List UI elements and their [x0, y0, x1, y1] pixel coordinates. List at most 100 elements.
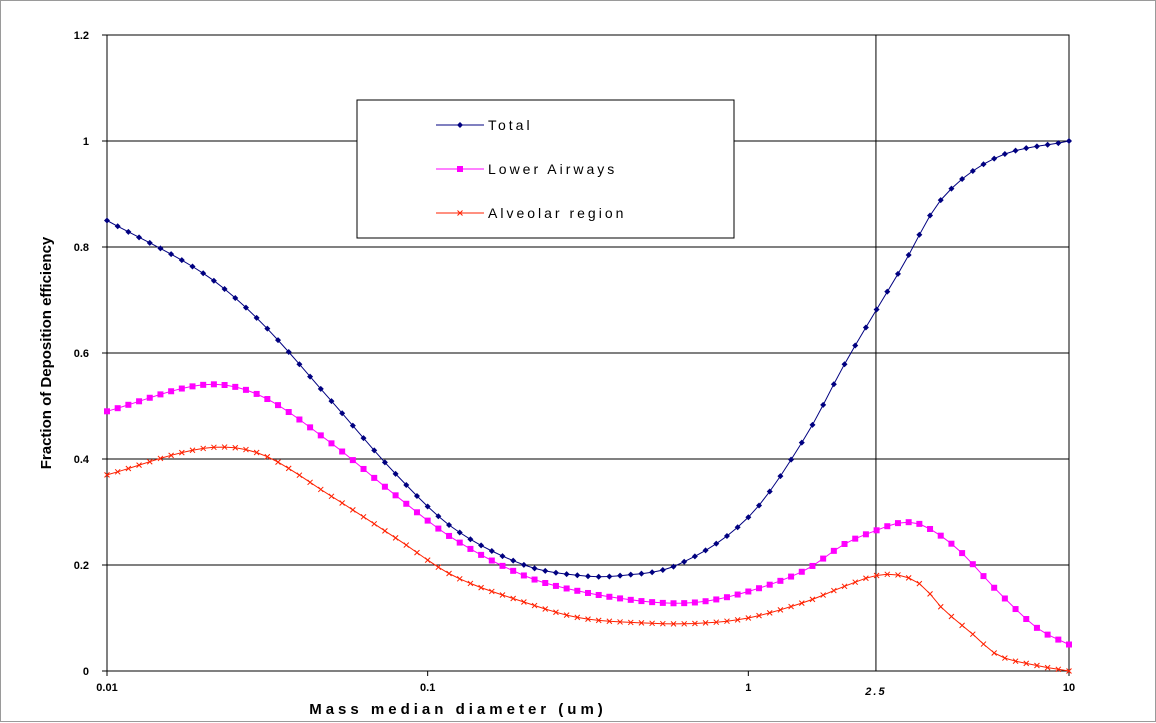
data-point [649, 569, 656, 576]
data-point [200, 381, 207, 388]
data-point [969, 631, 976, 638]
series-lower-airways [104, 381, 1072, 648]
data-point [413, 493, 420, 500]
data-point [606, 618, 613, 625]
data-point [841, 540, 848, 547]
data-point [659, 567, 666, 574]
data-point [531, 602, 538, 609]
data-point [659, 599, 666, 606]
data-point [296, 361, 303, 368]
data-point [649, 599, 656, 606]
data-point [713, 540, 720, 547]
data-point [446, 532, 453, 539]
data-point [873, 572, 880, 579]
data-point [1044, 631, 1051, 638]
data-point [146, 458, 153, 465]
data-point [937, 532, 944, 539]
data-point [734, 591, 741, 598]
legend-swatch-marker [457, 166, 463, 172]
data-point [114, 223, 121, 230]
data-point [360, 435, 367, 442]
data-point [478, 542, 485, 549]
data-point [542, 579, 549, 586]
data-point [328, 493, 335, 500]
legend-swatch-marker [457, 210, 463, 216]
data-point [456, 529, 463, 536]
data-point [884, 571, 891, 578]
x-tick-label: 0.01 [96, 682, 117, 694]
data-point [510, 567, 517, 574]
data-point [328, 440, 335, 447]
data-point [916, 580, 923, 587]
data-point [499, 553, 506, 560]
data-point [948, 185, 955, 192]
data-point [1012, 658, 1019, 665]
data-point [275, 459, 281, 465]
data-point [809, 596, 816, 603]
data-point [1055, 666, 1062, 673]
data-point [980, 573, 987, 580]
data-point [349, 457, 356, 464]
series-line [106, 446, 1070, 672]
reference-line-group: 2.5 [864, 35, 885, 698]
data-point [553, 609, 559, 616]
data-point [991, 155, 998, 162]
data-point [884, 288, 891, 295]
data-point [446, 521, 453, 528]
data-point [980, 641, 987, 647]
data-point [937, 603, 944, 610]
y-tick-label: 0.6 [74, 348, 89, 360]
data-point [339, 448, 346, 455]
data-point [617, 572, 624, 579]
data-point [894, 520, 901, 527]
data-point [114, 405, 121, 412]
data-point [1066, 668, 1072, 674]
data-point [681, 620, 688, 627]
data-point [168, 452, 174, 459]
data-point [542, 606, 549, 612]
data-point [1023, 145, 1030, 152]
data-point [969, 561, 976, 568]
data-point [413, 509, 420, 516]
data-point [168, 388, 175, 395]
data-point [745, 588, 752, 595]
y-tick-label: 1.2 [74, 30, 89, 42]
data-point [969, 167, 976, 174]
data-point [991, 584, 998, 591]
series-line [106, 383, 1070, 645]
data-point [627, 571, 634, 578]
data-point [766, 581, 773, 588]
data-point [830, 547, 837, 554]
data-point [638, 598, 645, 605]
data-point [392, 470, 399, 477]
data-point [146, 394, 153, 401]
data-point [296, 416, 303, 423]
data-point [456, 539, 463, 546]
data-point [659, 620, 666, 627]
data-point [552, 569, 559, 576]
data-point [136, 462, 142, 468]
data-point [756, 612, 762, 619]
data-point [488, 548, 495, 555]
data-point [1055, 636, 1062, 643]
data-point [606, 593, 613, 600]
data-point [820, 555, 827, 562]
data-point [211, 444, 217, 451]
data-point [1055, 140, 1062, 147]
data-point [959, 622, 965, 629]
data-point [756, 502, 763, 509]
data-point [157, 391, 164, 398]
data-point [189, 263, 196, 270]
data-point [189, 447, 196, 454]
data-point [125, 465, 132, 472]
data-point [1012, 147, 1019, 154]
data-point [723, 594, 730, 601]
data-point [1044, 664, 1051, 671]
data-point [520, 561, 527, 568]
data-point [285, 465, 292, 472]
data-point [574, 572, 581, 579]
data-point [467, 580, 474, 587]
data-point [317, 486, 324, 493]
data-point [232, 383, 239, 390]
